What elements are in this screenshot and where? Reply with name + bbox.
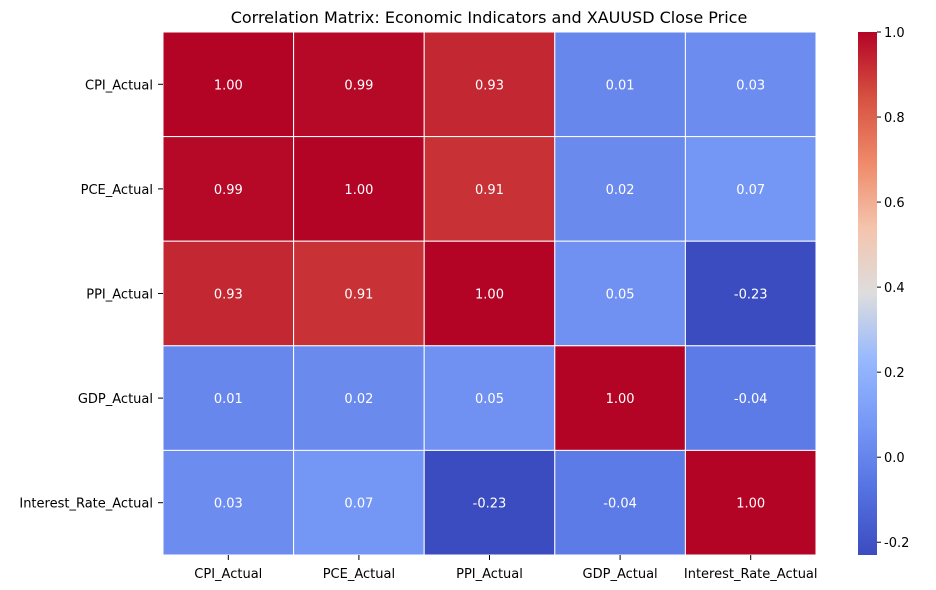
cell-value-label: 1.00 [475, 288, 504, 303]
heatmap-cells: 1.00 0.99 0.93 0.01 0.03 0.99 1.00 0.91 0.02 0.07… [162, 31, 817, 556]
cell-value-label: -0.23 [734, 288, 768, 303]
heatmap-cell [684, 345, 817, 451]
heatmap-cell [162, 136, 295, 242]
colorbar-tick-label: 0.4 [884, 281, 905, 296]
heatmap-cell [162, 31, 295, 138]
y-axis: CPI_Actual PCE_Actual PPI_Actual GDP_Actual… [19, 78, 163, 512]
y-tick-label: CPI_Actual [85, 78, 153, 93]
heatmap-cell [554, 31, 686, 138]
cell-value-label: 0.99 [214, 183, 243, 198]
colorbar-tick-label: 0.8 [884, 111, 905, 126]
cell-value-label: 0.05 [475, 392, 504, 407]
x-tick-label: Interest_Rate_Actual [684, 567, 818, 582]
heatmap-cell [293, 345, 425, 451]
colorbar-tick-label: 1.0 [884, 26, 905, 41]
colorbar: -0.2 0.0 0.2 0.4 0.6 0.8 1.0 [858, 26, 909, 555]
cell-value-label: 0.93 [475, 78, 504, 93]
chart-title: Correlation Matrix: Economic Indicators … [231, 8, 748, 27]
cell-value-label: 0.02 [344, 392, 373, 407]
heatmap-cell [293, 449, 425, 556]
x-axis: CPI_Actual PCE_Actual PPI_Actual GDP_Actual… [194, 555, 818, 582]
colorbar-tick-label: 0.2 [884, 366, 905, 381]
heatmap-cell [554, 345, 686, 451]
heatmap-cell [684, 240, 817, 347]
cell-value-label: 1.00 [214, 78, 243, 93]
x-tick-label: PCE_Actual [323, 567, 395, 582]
heatmap-cell [423, 240, 556, 347]
heatmap-cell [162, 449, 295, 556]
y-tick-label: Interest_Rate_Actual [19, 497, 153, 512]
heatmap-cell [423, 345, 556, 451]
heatmap-cell [423, 31, 556, 138]
x-tick-label: CPI_Actual [194, 567, 262, 582]
y-tick-label: PCE_Actual [81, 183, 153, 198]
cell-value-label: 0.05 [606, 288, 635, 303]
cell-value-label: -0.04 [734, 392, 768, 407]
heatmap-cell [554, 240, 686, 347]
cell-value-label: 0.07 [344, 497, 373, 512]
heatmap-cell [684, 449, 817, 556]
cell-value-label: 0.07 [736, 183, 765, 198]
heatmap-cell [684, 31, 817, 138]
cell-value-label: 0.91 [475, 183, 504, 198]
colorbar-tick-label: 0.0 [884, 451, 905, 466]
cell-value-label: -0.23 [473, 497, 507, 512]
cell-value-label: -0.04 [603, 497, 637, 512]
cell-value-label: 1.00 [344, 183, 373, 198]
colorbar-gradient [858, 32, 877, 555]
cell-value-label: 0.03 [736, 78, 765, 93]
heatmap-cell [423, 136, 556, 242]
cell-value-label: 0.01 [214, 392, 243, 407]
colorbar-tick-label: -0.2 [884, 536, 909, 551]
cell-value-label: 0.91 [344, 288, 373, 303]
cell-value-label: 0.01 [606, 78, 635, 93]
heatmap-cell [293, 31, 425, 138]
y-tick-label: GDP_Actual [78, 392, 153, 407]
y-tick-label: PPI_Actual [86, 288, 153, 303]
heatmap-cell [293, 240, 425, 347]
colorbar-tick-label: 0.6 [884, 196, 905, 211]
cell-value-label: 1.00 [736, 497, 765, 512]
heatmap-cell [423, 449, 556, 556]
heatmap-cell [684, 136, 817, 242]
cell-value-label: 0.03 [214, 497, 243, 512]
x-tick-label: PPI_Actual [456, 567, 523, 582]
cell-value-label: 1.00 [606, 392, 635, 407]
x-tick-label: GDP_Actual [583, 567, 658, 582]
cell-value-label: 0.02 [606, 183, 635, 198]
cell-value-label: 0.93 [214, 288, 243, 303]
cell-value-label: 0.99 [344, 78, 373, 93]
